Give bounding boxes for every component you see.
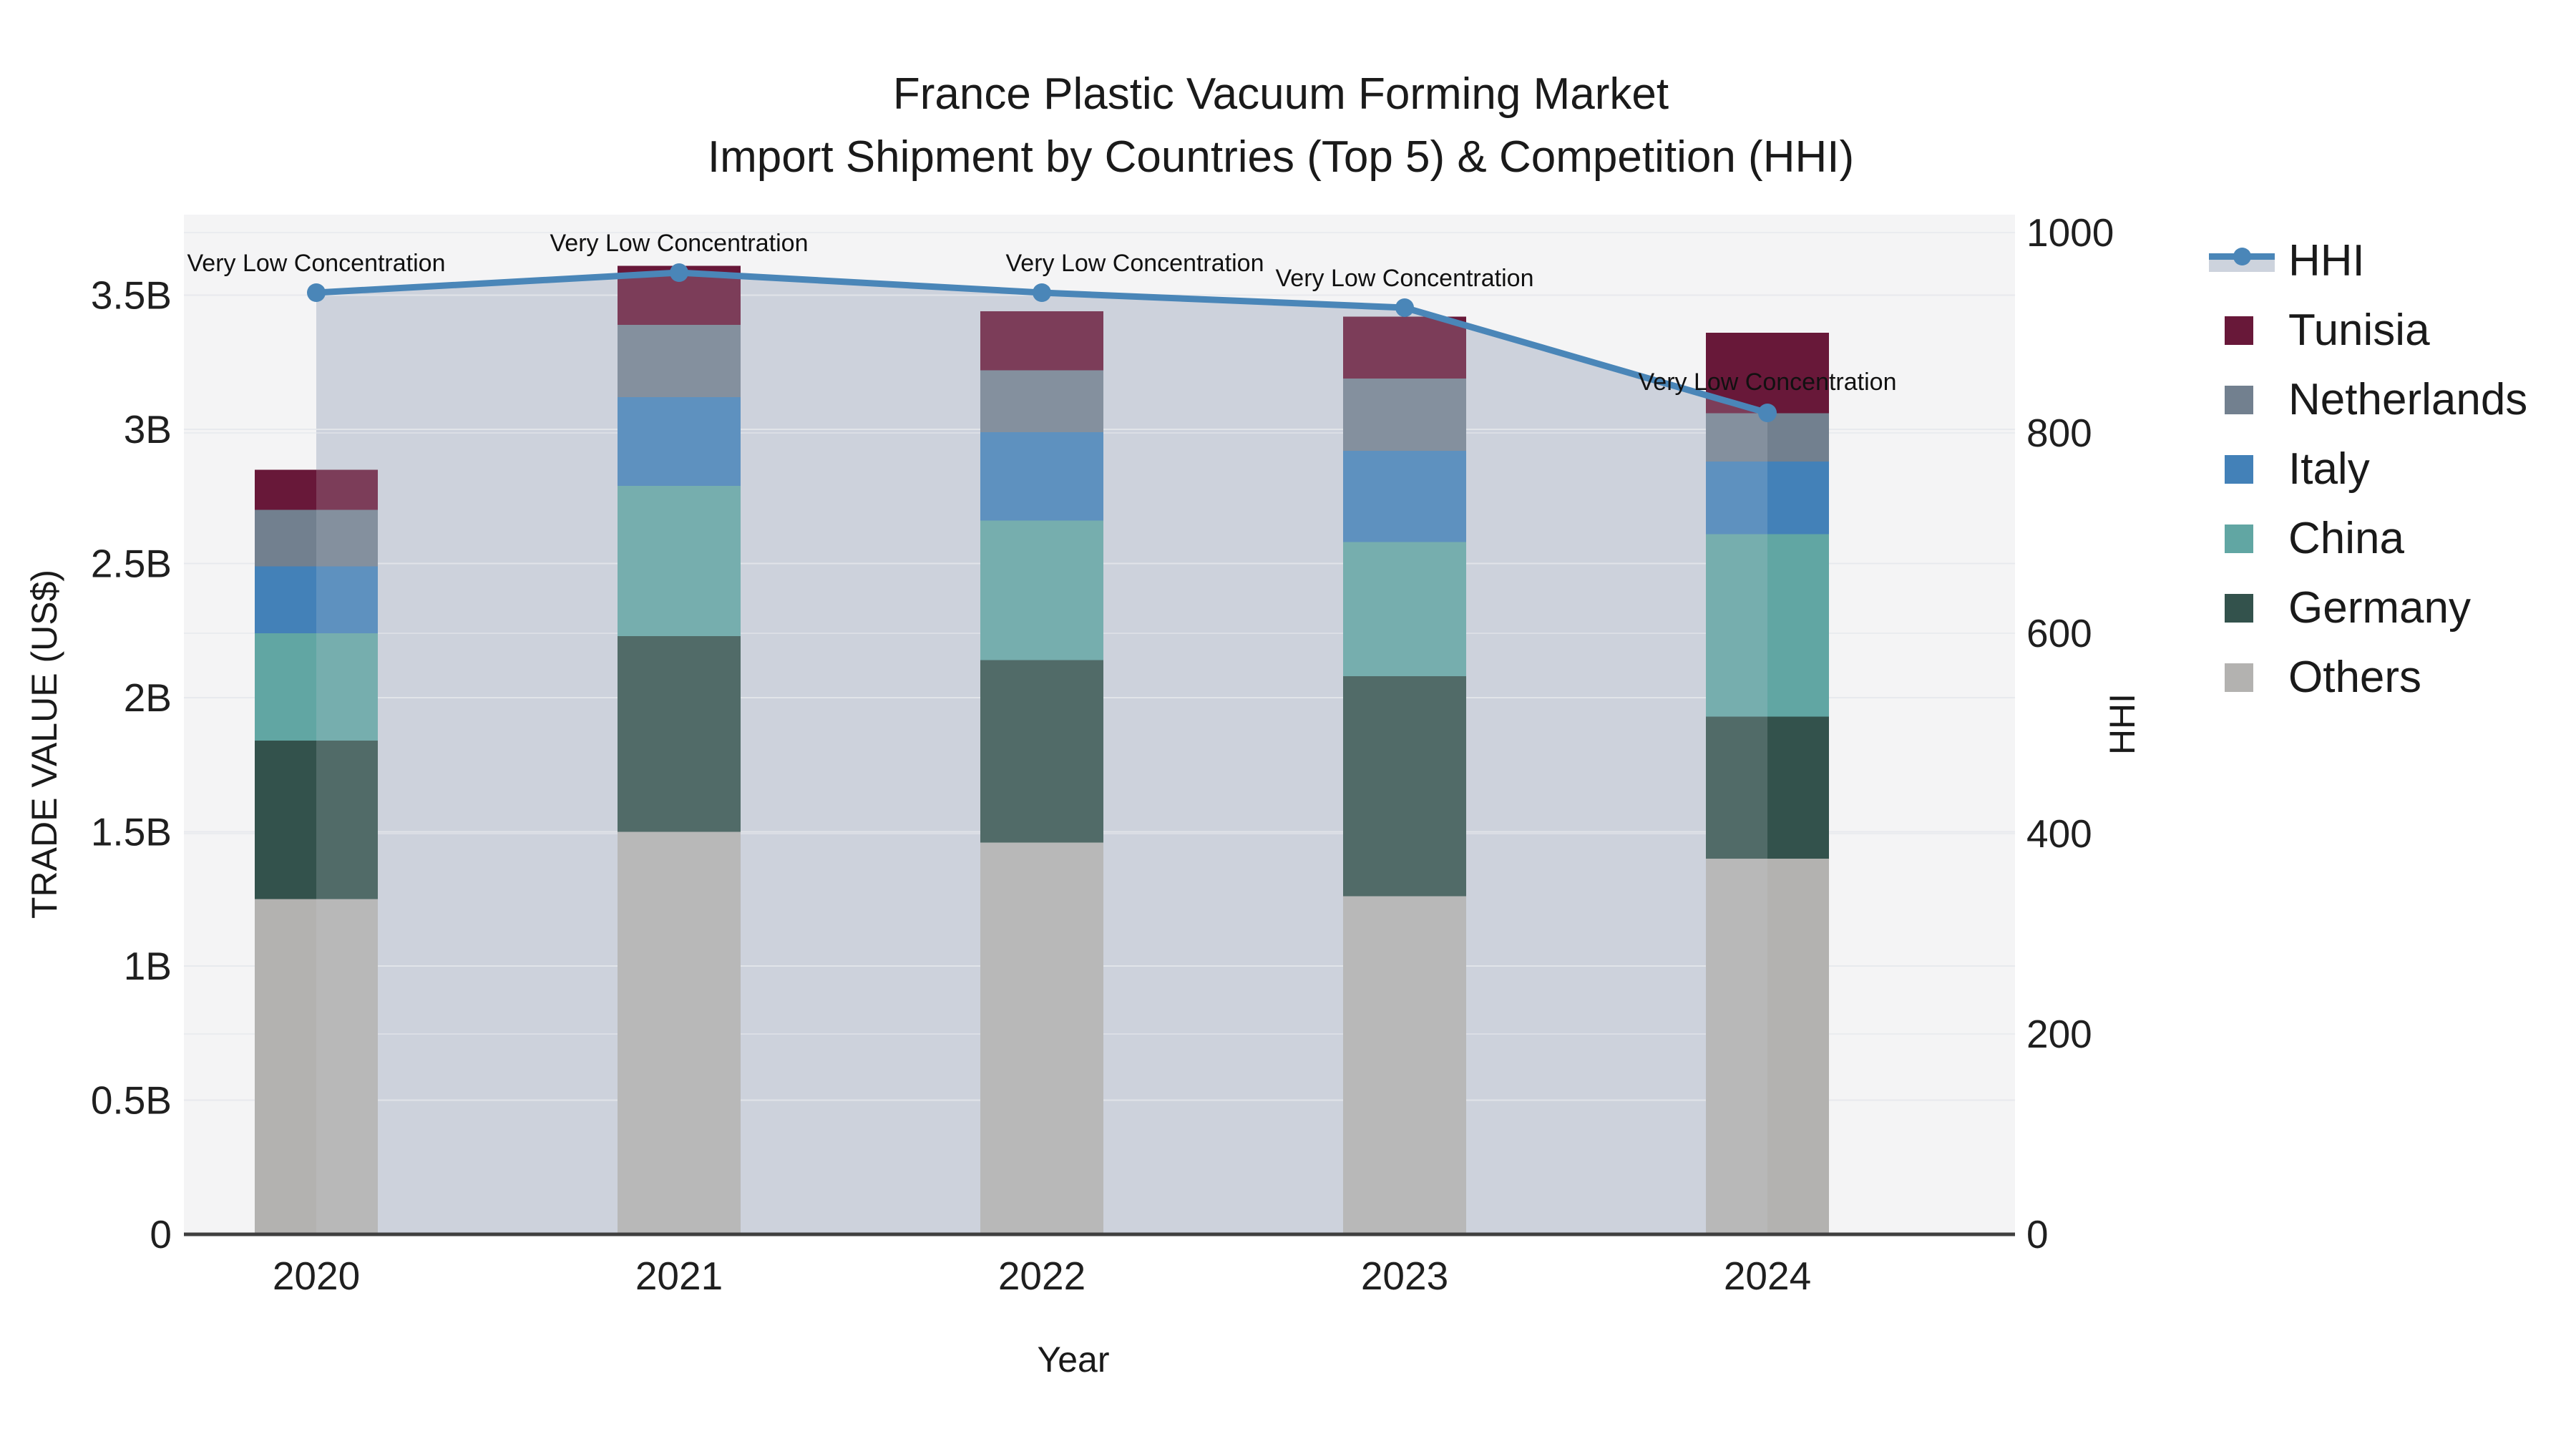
y-right-tick-400: 400 [2026, 811, 2092, 856]
italy-swatch-icon [2209, 454, 2275, 484]
hhi-marker-2024 [1758, 404, 1777, 422]
bar-segment-china-2022 [980, 520, 1103, 660]
annotation-2021: Very Low Concentration [550, 230, 809, 257]
bar-segment-china-2023 [1343, 542, 1466, 676]
bar-segment-netherlands-2023 [1343, 378, 1466, 451]
annotation-2022: Very Low Concentration [1006, 250, 1264, 277]
germany-swatch-icon [2209, 593, 2275, 623]
x-tick-2022: 2022 [998, 1254, 1085, 1298]
bar-segment-italy-2024 [1706, 462, 1829, 535]
y-left-tick-2.5B: 2.5B [91, 542, 172, 586]
tunisia-swatch-icon [2209, 316, 2275, 345]
china-color-square [2225, 524, 2253, 553]
legend-item-hhi: HHI [2209, 226, 2527, 296]
hhi-marker-2021 [670, 263, 688, 282]
bar-segment-others-2024 [1706, 859, 1829, 1234]
bar-segment-italy-2022 [980, 431, 1103, 521]
bar-segment-italy-2021 [618, 397, 741, 486]
y-right-tick-600: 600 [2026, 611, 2092, 655]
legend-label-tunisia: Tunisia [2288, 306, 2430, 355]
x-tick-2021: 2021 [635, 1254, 723, 1298]
annotation-2020: Very Low Concentration [187, 250, 446, 277]
bar-segment-germany-2022 [980, 660, 1103, 843]
legend-label-italy: Italy [2288, 444, 2370, 494]
bar-segment-others-2020 [255, 899, 378, 1234]
bar-segment-others-2023 [1343, 896, 1466, 1234]
x-tick-2020: 2020 [273, 1254, 360, 1298]
tunisia-color-square [2225, 316, 2253, 345]
bar-segment-germany-2021 [618, 635, 741, 832]
hhi-area-fill-front [316, 273, 1767, 1234]
bar-segment-others-2021 [618, 831, 741, 1234]
annotation-2023: Very Low Concentration [1276, 265, 1534, 292]
bar-segment-china-2024 [1706, 534, 1829, 717]
legend-item-tunisia: Tunisia [2209, 296, 2527, 365]
netherlands-color-square [2225, 385, 2253, 414]
legend-label-china: China [2288, 514, 2404, 563]
y-right-tick-0: 0 [2026, 1212, 2049, 1257]
bar-segment-germany-2023 [1343, 676, 1466, 897]
hhi-swatch-part [2233, 247, 2251, 265]
chart-title: France Plastic Vacuum Forming Market Impo… [0, 63, 2562, 189]
legend-label-hhi: HHI [2288, 236, 2365, 286]
y-right-tick-200: 200 [2026, 1012, 2092, 1056]
x-tick-2023: 2023 [1361, 1254, 1448, 1298]
legend-label-germany: Germany [2288, 583, 2471, 633]
hhi-marker-2022 [1033, 283, 1051, 302]
legend-item-china: China [2209, 504, 2527, 573]
y-left-tick-3.5B: 3.5B [91, 273, 172, 318]
y-left-tick-2B: 2B [124, 675, 172, 720]
y-left-tick-3B: 3B [124, 407, 172, 452]
china-swatch-icon [2209, 524, 2275, 553]
legend-label-others: Others [2288, 653, 2422, 702]
italy-color-square [2225, 454, 2253, 484]
bar-segment-tunisia-2023 [1343, 316, 1466, 379]
y-axis-title-left: TRADE VALUE (US$) [24, 569, 64, 919]
bar-segment-italy-2020 [255, 566, 378, 633]
chart-title-line2: Import Shipment by Countries (Top 5) & C… [707, 132, 1855, 182]
bar-segment-tunisia-2022 [980, 311, 1103, 371]
netherlands-swatch-icon [2209, 385, 2275, 414]
hhi-line-sample [2209, 246, 2275, 276]
bar-segment-germany-2020 [255, 741, 378, 899]
legend: HHI Tunisia Netherlands Italy China Germany Ot… [2209, 226, 2527, 712]
bar-segment-italy-2023 [1343, 451, 1466, 542]
y-left-tick-1B: 1B [124, 944, 172, 988]
y-left-tick-1.5B: 1.5B [91, 810, 172, 854]
bar-segment-others-2022 [980, 842, 1103, 1234]
bar-segment-germany-2024 [1706, 716, 1829, 859]
bar-segment-tunisia-2020 [255, 469, 378, 510]
hhi-marker-2020 [307, 283, 326, 302]
bar-segment-china-2021 [618, 485, 741, 636]
legend-item-italy: Italy [2209, 434, 2527, 504]
legend-item-others: Others [2209, 643, 2527, 712]
germany-color-square [2225, 593, 2253, 623]
bar-segment-netherlands-2020 [255, 509, 378, 567]
bar-segment-netherlands-2021 [618, 324, 741, 397]
bar-segment-netherlands-2022 [980, 370, 1103, 432]
legend-item-netherlands: Netherlands [2209, 365, 2527, 434]
others-swatch-icon [2209, 663, 2275, 692]
legend-label-netherlands: Netherlands [2288, 375, 2528, 424]
y-right-tick-800: 800 [2026, 411, 2092, 455]
y-right-tick-1000: 1000 [2026, 210, 2114, 255]
hhi-marker-2023 [1395, 298, 1414, 317]
x-tick-2024: 2024 [1724, 1254, 1811, 1298]
y-left-tick-0.5B: 0.5B [91, 1078, 172, 1123]
x-axis-title: Year [1037, 1340, 1110, 1380]
legend-item-germany: Germany [2209, 573, 2527, 643]
bar-segment-china-2020 [255, 633, 378, 741]
y-left-tick-0: 0 [150, 1212, 172, 1257]
y-axis-title-right: HHI [2102, 693, 2142, 756]
chart-title-line1: France Plastic Vacuum Forming Market [892, 69, 1669, 119]
annotation-2024: Very Low Concentration [1639, 369, 1897, 396]
hhi-line-swatch-icon [2209, 246, 2275, 276]
others-color-square [2225, 663, 2253, 692]
